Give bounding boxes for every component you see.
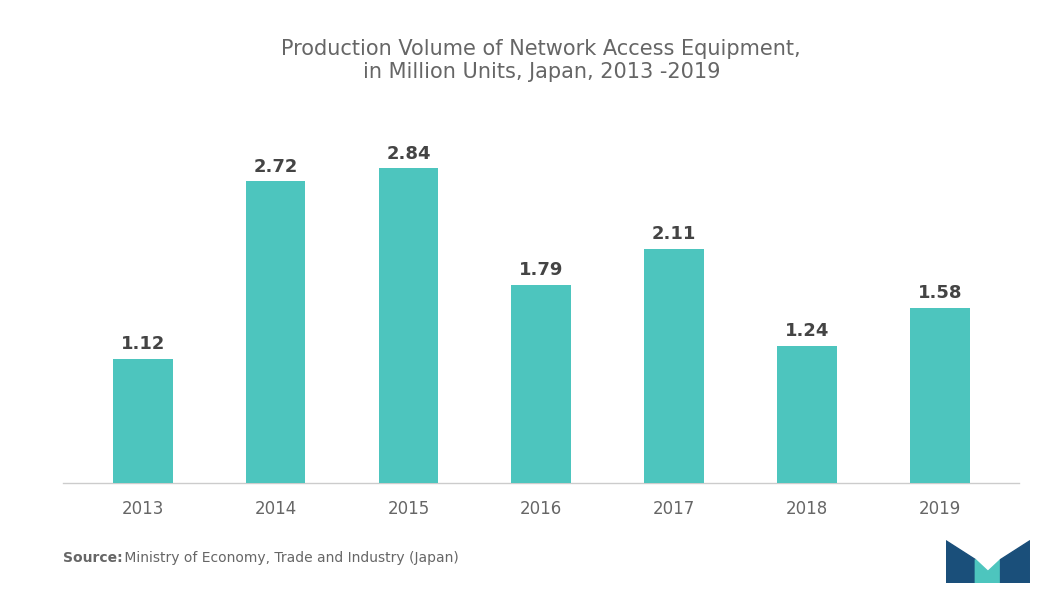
Title: Production Volume of Network Access Equipment,
in Million Units, Japan, 2013 -20: Production Volume of Network Access Equi… [282, 39, 801, 82]
Text: 1.79: 1.79 [519, 261, 563, 279]
Text: 1.24: 1.24 [785, 322, 829, 340]
Bar [378, 168, 438, 483]
Text: Ministry of Economy, Trade and Industry (Japan): Ministry of Economy, Trade and Industry … [120, 551, 458, 565]
Text: 2.72: 2.72 [253, 158, 297, 176]
Bar [246, 181, 306, 483]
Text: 2.11: 2.11 [652, 226, 696, 243]
Polygon shape [975, 560, 1001, 583]
Polygon shape [1001, 541, 1030, 583]
Text: Source:: Source: [63, 551, 123, 565]
Bar [777, 346, 837, 483]
Text: 2.84: 2.84 [386, 144, 431, 163]
Bar [512, 284, 571, 483]
Text: 1.12: 1.12 [121, 335, 165, 353]
Bar [644, 249, 704, 483]
Polygon shape [946, 541, 975, 583]
Bar [112, 359, 172, 483]
Text: 1.58: 1.58 [918, 284, 962, 302]
Bar [910, 308, 970, 483]
